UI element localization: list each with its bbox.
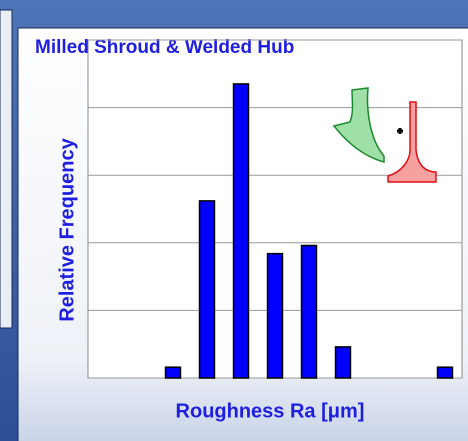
y-axis-label: Relative Frequency xyxy=(56,137,78,321)
bar xyxy=(164,366,182,379)
x-axis-label: Roughness Ra [μm] xyxy=(176,400,365,422)
bar xyxy=(436,366,454,379)
bar xyxy=(334,346,352,379)
side-panel xyxy=(0,9,13,329)
bar xyxy=(198,200,216,379)
bar xyxy=(300,244,318,379)
bar xyxy=(232,83,250,379)
impeller-icon xyxy=(332,87,437,183)
bar xyxy=(266,252,284,379)
chart-title: Milled Shroud & Welded Hub xyxy=(35,37,294,58)
